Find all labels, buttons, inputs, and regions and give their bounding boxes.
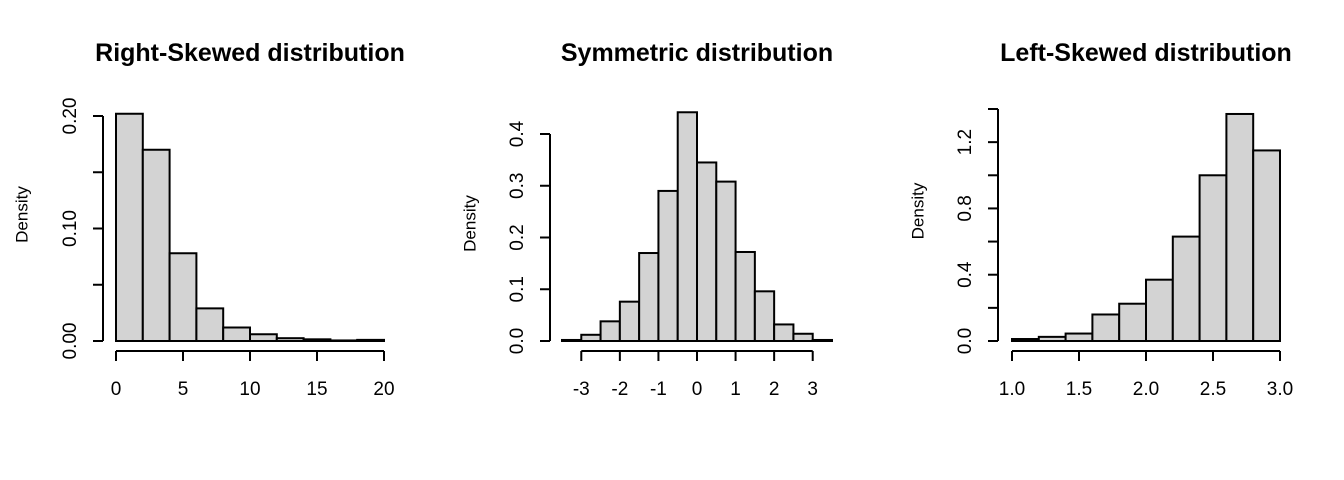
- x-tick-label: 2.5: [1200, 379, 1226, 400]
- histogram-bar: [1064, 332, 1094, 342]
- histogram-bar: [1145, 278, 1174, 342]
- y-tick-label: 0.00: [60, 323, 81, 360]
- x-tick-label: 3.0: [1267, 379, 1293, 400]
- y-tick-label: 0.10: [60, 210, 81, 247]
- histogram-bar: [657, 189, 679, 342]
- histogram-bar: [302, 338, 332, 342]
- histogram-bar: [811, 338, 834, 342]
- histogram-bar: [696, 161, 718, 342]
- x-tick-label: -1: [650, 379, 667, 400]
- histogram-bar: [249, 333, 278, 342]
- x-tick-label: 3: [807, 379, 818, 400]
- histogram-bar: [1252, 149, 1281, 342]
- histogram-bar: [1171, 235, 1201, 343]
- histogram-bar: [1037, 335, 1067, 343]
- x-tick-label: -3: [573, 379, 590, 400]
- histogram-bar: [1118, 302, 1147, 343]
- x-tick-label: 1.5: [1066, 379, 1092, 400]
- histogram-bar: [792, 332, 814, 343]
- x-tick-label: 0: [692, 379, 703, 400]
- x-tick-label: -2: [611, 379, 628, 400]
- histogram-bar: [168, 252, 198, 342]
- chart-title: Right-Skewed distribution: [95, 39, 405, 67]
- y-axis-label: Density: [909, 182, 928, 239]
- histogram-bar: [1091, 313, 1121, 343]
- chart-title: Symmetric distribution: [561, 39, 833, 67]
- x-tick-label: 1.0: [999, 379, 1025, 400]
- y-tick-label: 0.0: [507, 328, 528, 354]
- x-tick-label: 10: [239, 379, 260, 400]
- histogram-bar: [715, 180, 737, 342]
- y-tick-label: 0.20: [60, 98, 81, 135]
- x-tick-label: 20: [373, 379, 394, 400]
- histogram-bar: [329, 339, 359, 342]
- x-tick-label: 5: [178, 379, 189, 400]
- histogram-bar: [734, 250, 756, 343]
- panel-right-skewed: Right-Skewed distribution Density 0 5 10 15…: [13, 39, 405, 400]
- histogram-bar: [676, 111, 699, 342]
- histogram-bar: [1225, 112, 1255, 342]
- y-tick-label: 0.3: [507, 173, 528, 199]
- histogram-bar: [618, 300, 641, 343]
- histogram-bar: [222, 326, 251, 342]
- histogram-bar: [1198, 174, 1228, 342]
- histogram-bar: [115, 112, 144, 342]
- y-tick-label: 0.0: [955, 328, 976, 354]
- y-tick-label: 1.2: [955, 129, 976, 155]
- x-tick-label: 2: [769, 379, 780, 400]
- y-tick-label: 0.8: [955, 195, 976, 221]
- y-tick-label: 0.2: [507, 224, 528, 250]
- panel-symmetric: Symmetric distribution Density -3 -2 -1 0 1 2…: [461, 39, 834, 400]
- histogram-bar: [356, 338, 386, 342]
- y-tick-label: 0.4: [955, 261, 976, 288]
- histogram-bar: [561, 338, 583, 342]
- y-tick-label: 0.1: [507, 276, 528, 302]
- x-tick-label: 1: [730, 379, 741, 400]
- histogram-bar: [599, 320, 621, 342]
- y-axis-label: Density: [13, 186, 32, 243]
- histogram-bar: [141, 148, 171, 342]
- histogram-bar: [1011, 338, 1040, 342]
- histogram-bar: [580, 333, 602, 343]
- panel-left-skewed: Left-Skewed distribution Density 1.0 1.5 2…: [909, 39, 1294, 400]
- histogram-bar: [773, 323, 795, 343]
- histogram-bar: [195, 307, 225, 342]
- x-tick-label: 0: [111, 379, 122, 400]
- histogram-bar: [638, 252, 660, 342]
- histogram-bar: [753, 290, 776, 343]
- y-tick-label: 0.4: [507, 120, 528, 147]
- y-axis-label: Density: [461, 195, 480, 252]
- histogram-bar: [275, 337, 305, 342]
- x-tick-label: 2.0: [1133, 379, 1159, 400]
- chart-title: Left-Skewed distribution: [1000, 39, 1292, 67]
- x-tick-label: 15: [306, 379, 327, 400]
